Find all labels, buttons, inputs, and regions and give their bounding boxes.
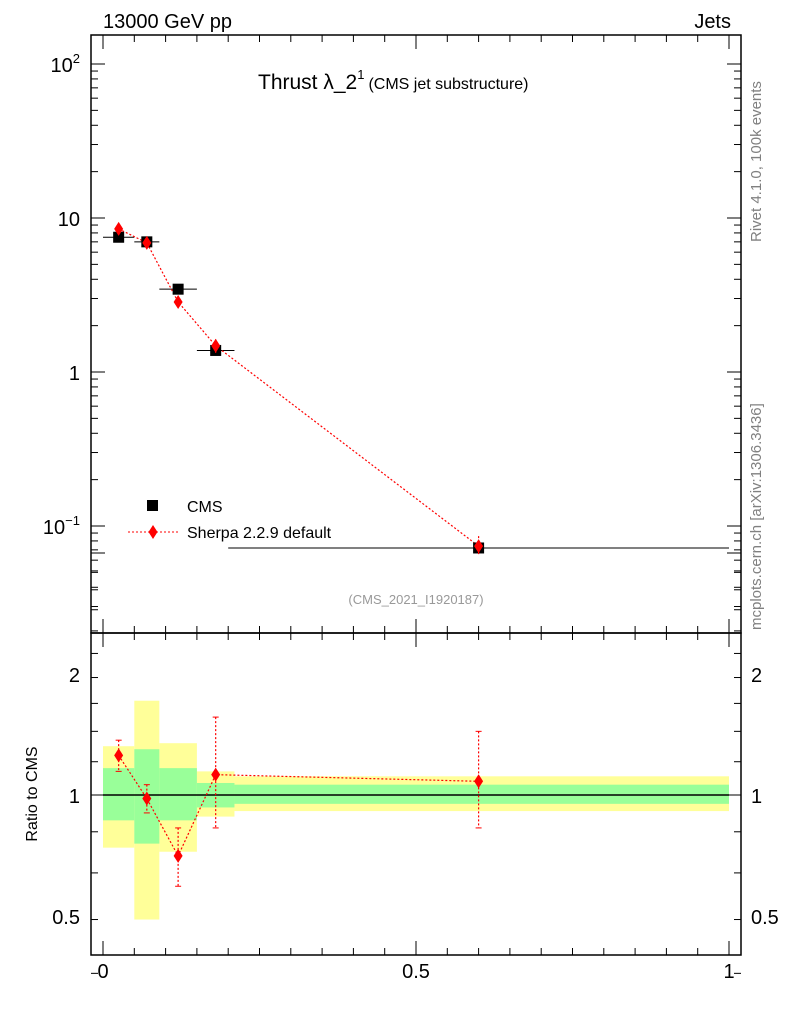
- sherpa-point-0: [114, 221, 124, 236]
- ratio-point-4: [474, 774, 484, 789]
- xtick-label-0.5: 0.5: [402, 961, 430, 983]
- ratio-ytick-label-2-right: 2: [751, 665, 762, 687]
- ratio-ytick-label-0.5: 0.5: [52, 907, 80, 929]
- sherpa-line: [118, 228, 479, 547]
- ratio-band-green-0: [103, 768, 135, 821]
- xtick-label-1: 1: [723, 961, 734, 983]
- legend-sherpa-marker: [148, 525, 158, 539]
- ytick-label-1: 1: [69, 363, 80, 385]
- ratio-ytick-label-1: 1: [69, 786, 80, 808]
- cms-point-2: [172, 283, 184, 295]
- ratio-ylabel: Ratio to CMS: [24, 746, 41, 841]
- legend-cms-label: CMS: [187, 499, 223, 516]
- legend-sherpa-label: Sherpa 2.2.9 default: [187, 525, 332, 542]
- ytick-label-0.1: 10−1: [43, 513, 80, 539]
- ratio-point-0: [114, 748, 124, 763]
- header-process-label: Jets: [694, 11, 731, 33]
- cms-point-0: [113, 231, 125, 243]
- ratio-point-3: [211, 767, 221, 782]
- side-text-mcplots: mcplots.cern.ch [arXiv:1306.3436]: [748, 403, 765, 630]
- analysis-label: (CMS_2021_I1920187): [348, 592, 483, 607]
- header-energy-label: 13000 GeV pp: [103, 11, 232, 33]
- xtick-label-0: 0: [97, 961, 108, 983]
- main-plot-frame: [90, 34, 742, 634]
- ratio-ytick-label-2: 2: [69, 665, 80, 687]
- sherpa-point-2: [173, 294, 183, 309]
- ytick-label-10: 10: [58, 209, 80, 231]
- legend-cms-marker: [147, 500, 158, 511]
- ratio-point-2: [173, 848, 183, 863]
- side-text-rivet: Rivet 4.1.0, 100k events: [748, 81, 765, 242]
- sherpa-point-3: [211, 338, 221, 353]
- ratio-band-green-2: [159, 768, 197, 821]
- ratio-ytick-label-0.5-right: 0.5: [751, 907, 779, 929]
- sherpa-point-4: [474, 539, 484, 554]
- ratio-ytick-label-1-right: 1: [751, 786, 762, 808]
- ytick-label-100: 102: [51, 51, 80, 77]
- ratio-point-1: [142, 791, 152, 806]
- sherpa-point-1: [142, 235, 152, 250]
- chart-title: Thrust λ_21(CMS jet substructure): [258, 67, 529, 94]
